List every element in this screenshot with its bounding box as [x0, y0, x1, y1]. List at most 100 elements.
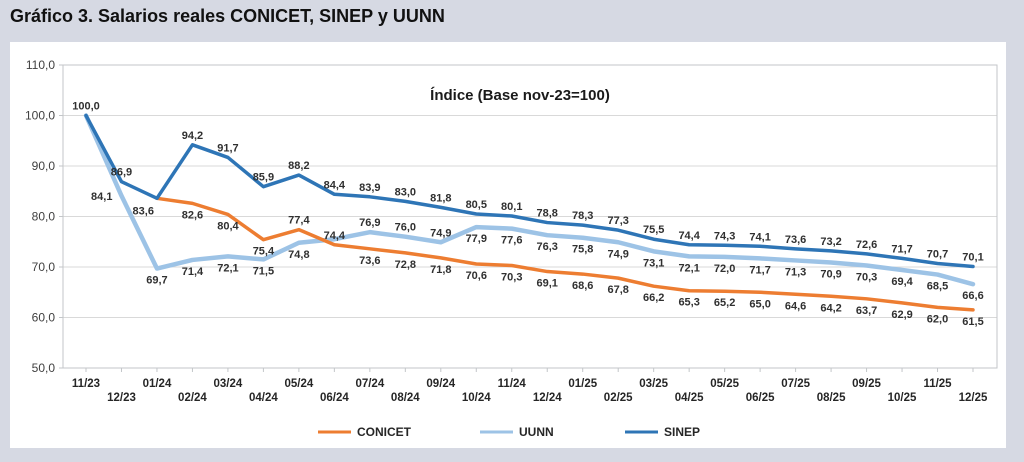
point-label-uunn: 74,9 — [607, 248, 628, 260]
x-tick-label: 12/25 — [959, 392, 988, 404]
axes: 110,0 100,0 90,0 80,0 70,0 60,0 50,0 11/23 12/23… — [25, 58, 988, 404]
point-label-sinep: 91,7 — [217, 142, 238, 154]
point-label-sinep: 78,3 — [572, 210, 593, 222]
point-label-uunn: 76,0 — [395, 222, 416, 234]
point-label-sinep: 74,1 — [749, 231, 770, 243]
point-label-sinep: 100,0 — [72, 101, 100, 113]
series-line-sinep — [84, 113, 975, 269]
point-label-uunn: 66,6 — [962, 290, 983, 302]
point-label-conicet: 62,0 — [927, 313, 948, 325]
point-label-sinep: 74,4 — [678, 230, 700, 242]
point-label-conicet: 65,3 — [678, 297, 699, 309]
point-label-conicet: 66,2 — [643, 292, 664, 304]
point-label-sinep: 70,1 — [962, 251, 983, 263]
legend-item-conicet: CONICET — [318, 425, 412, 439]
point-label-uunn: 74,9 — [430, 227, 451, 239]
point-label-uunn: 69,4 — [891, 276, 913, 288]
x-tick-label: 11/25 — [923, 378, 952, 390]
point-label-conicet: 72,8 — [395, 259, 416, 271]
point-label-sinep: 83,0 — [395, 186, 416, 198]
x-tick-label: 02/24 — [178, 392, 207, 404]
point-label-sinep: 77,3 — [607, 215, 628, 227]
point-label-uunn: 68,5 — [927, 281, 948, 293]
point-label-sinep: 74,3 — [714, 230, 735, 242]
legend-label: CONICET — [357, 425, 412, 439]
point-label-conicet: 80,4 — [217, 220, 239, 232]
point-label-sinep: 78,8 — [537, 208, 558, 220]
series-line-conicet — [155, 196, 975, 312]
x-tick-label: 08/24 — [391, 392, 420, 404]
x-tick-label: 07/25 — [781, 378, 810, 390]
y-tick-label: 50,0 — [32, 361, 56, 375]
x-tick-label: 10/24 — [462, 392, 491, 404]
point-label-conicet: 62,9 — [891, 309, 912, 321]
y-tick-label: 90,0 — [32, 159, 56, 173]
point-label-sinep: 84,4 — [324, 179, 346, 191]
legend-item-uunn: UUNN — [480, 425, 554, 439]
point-label-uunn: 71,4 — [182, 266, 204, 278]
x-tick-label: 06/25 — [746, 392, 775, 404]
y-tick-label: 70,0 — [32, 260, 56, 274]
x-tick-label: 05/24 — [284, 378, 313, 390]
point-label-uunn: 71,5 — [253, 265, 274, 277]
point-label-conicet: 70,3 — [501, 271, 522, 283]
point-label-conicet: 65,2 — [714, 297, 735, 309]
point-label-uunn: 84,1 — [91, 191, 112, 203]
point-label-sinep: 72,6 — [856, 239, 877, 251]
point-label-conicet: 73,6 — [359, 255, 380, 267]
point-label-sinep: 75,5 — [643, 224, 664, 236]
point-label-conicet: 64,2 — [820, 302, 841, 314]
x-tick-label: 04/24 — [249, 392, 278, 404]
point-label-sinep: 81,8 — [430, 192, 451, 204]
x-tick-label: 11/24 — [498, 378, 527, 390]
chart-title: Índice (Base nov-23=100) — [430, 87, 610, 104]
x-tick-label: 08/25 — [817, 392, 846, 404]
y-tick-label: 110,0 — [26, 58, 55, 72]
x-tick-label: 02/25 — [604, 392, 633, 404]
point-label-sinep: 88,2 — [288, 160, 309, 172]
point-label-uunn: 76,9 — [359, 217, 380, 229]
point-label-sinep: 83,6 — [133, 205, 154, 217]
point-label-sinep: 73,2 — [820, 236, 841, 248]
point-label-uunn: 72,1 — [678, 262, 699, 274]
point-label-sinep: 86,9 — [111, 167, 132, 179]
point-label-conicet: 67,8 — [607, 284, 628, 296]
legend-label: SINEP — [664, 425, 700, 439]
point-label-uunn: 77,6 — [501, 235, 522, 247]
point-label-conicet: 69,1 — [537, 278, 558, 290]
legend-item-sinep: SINEP — [625, 425, 700, 439]
point-label-uunn: 69,7 — [146, 275, 167, 287]
point-label-uunn: 71,3 — [785, 266, 806, 278]
point-label-conicet: 61,5 — [962, 316, 983, 328]
point-label-uunn: 70,9 — [820, 268, 841, 280]
point-label-conicet: 64,6 — [785, 300, 806, 312]
point-label-uunn: 73,1 — [643, 257, 664, 269]
x-tick-label: 10/25 — [888, 392, 917, 404]
point-label-sinep: 73,6 — [785, 234, 806, 246]
x-tick-label: 07/24 — [355, 378, 384, 390]
point-label-uunn: 74,8 — [288, 249, 309, 261]
x-tick-label: 05/25 — [710, 378, 739, 390]
y-tick-label: 60,0 — [32, 311, 56, 325]
point-labels: 82,6 80,4 75,4 77,4 74,4 73,6 72,8 71,8 70,6 70,3… — [72, 101, 983, 328]
x-tick-label: 09/25 — [852, 378, 881, 390]
x-tick-label: 12/24 — [533, 392, 562, 404]
x-tick-label: 01/25 — [568, 378, 597, 390]
chart-panel: 110,0 100,0 90,0 80,0 70,0 60,0 50,0 11/23 12/23… — [10, 42, 1006, 448]
point-label-conicet: 65,0 — [749, 298, 770, 310]
point-label-uunn: 76,3 — [537, 241, 558, 253]
point-label-conicet: 71,8 — [430, 264, 451, 276]
point-label-conicet: 77,4 — [288, 215, 310, 227]
x-tick-label: 04/25 — [675, 392, 704, 404]
x-tick-label: 03/25 — [639, 378, 668, 390]
point-label-uunn: 72,1 — [217, 262, 238, 274]
point-label-sinep: 80,1 — [501, 201, 522, 213]
point-label-sinep: 80,5 — [466, 199, 487, 211]
x-tick-label: 11/23 — [72, 378, 100, 390]
point-label-sinep: 83,9 — [359, 182, 380, 194]
page-title: Gráfico 3. Salarios reales CONICET, SINE… — [10, 6, 445, 26]
x-tick-label: 06/24 — [320, 392, 349, 404]
series-lines — [83, 113, 976, 312]
point-label-sinep: 85,9 — [253, 172, 274, 184]
point-label-sinep: 71,7 — [891, 243, 912, 255]
